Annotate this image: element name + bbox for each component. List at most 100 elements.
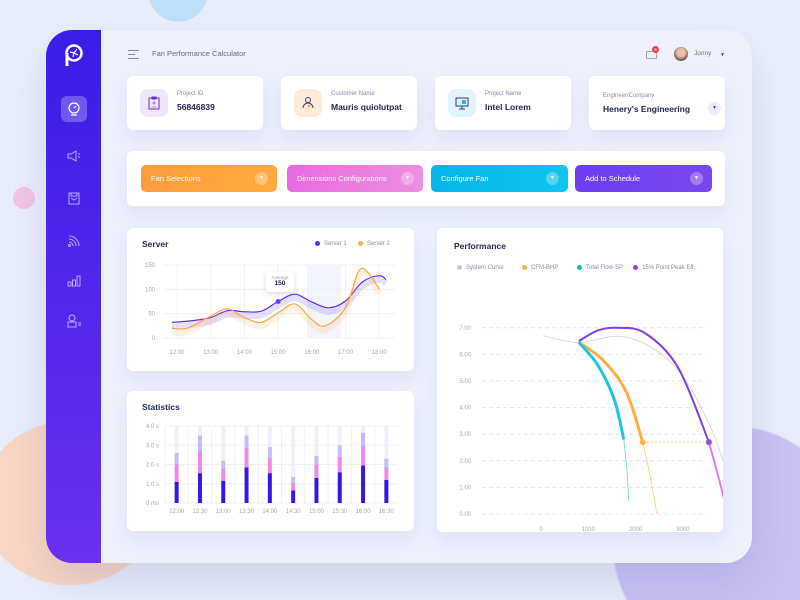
project-name-label: Project Name xyxy=(485,91,522,97)
series-tail xyxy=(623,439,629,501)
user-menu-chevron-icon[interactable]: ▼ xyxy=(720,52,725,58)
y-tick-label: 50 xyxy=(148,312,155,318)
operating-point-cfm xyxy=(639,439,646,446)
x-tick-label: 16:00 xyxy=(304,350,320,356)
dashboard-gauge-icon[interactable] xyxy=(61,96,87,122)
server-chart-title: Server xyxy=(142,239,169,249)
decor-circle-blue xyxy=(148,0,208,22)
bar-segment xyxy=(314,477,319,503)
y-tick-label: 2.0 s xyxy=(146,463,159,469)
fan-selections-button[interactable]: Fan Selections ▼ xyxy=(141,165,277,192)
bar-segment xyxy=(244,467,249,503)
legend-total-flow-sp: Total Flow-SP xyxy=(577,265,623,271)
x-tick-label: 14:30 xyxy=(286,509,302,515)
series-line xyxy=(577,341,626,440)
notification-badge: 6 xyxy=(652,46,659,53)
series-shadow xyxy=(171,269,382,337)
statistics-chart-card: Statistics 4.0 s 3.0 s 2.0 s 1.0 s 0 ms 12:00… xyxy=(127,391,414,531)
y-tick-label: 6.00 xyxy=(459,352,471,358)
x-tick-label: 16:00 xyxy=(356,509,372,515)
bar-segment xyxy=(244,448,249,468)
x-tick-label: 18:00 xyxy=(372,350,388,356)
x-tick-label: 12:00 xyxy=(169,509,185,515)
hamburger-menu-icon[interactable] xyxy=(128,50,139,62)
engineer-company-label: Engineer/Company xyxy=(603,93,655,99)
server-chart-card: Server Server 1 Server 2 150 100 50 0 12:00 1… xyxy=(127,228,414,371)
x-tick-label: 16:30 xyxy=(379,509,395,515)
decor-circle-pink xyxy=(13,187,35,209)
tooltip-average: Average 150 xyxy=(266,272,294,292)
x-tick-label: 14:00 xyxy=(237,350,253,356)
y-tick-label: 0 xyxy=(152,336,156,342)
action-bar: Fan Selections ▼ Dimensions Configuration… xyxy=(127,151,725,206)
add-to-schedule-button[interactable]: Add to Schedule ▼ xyxy=(575,165,712,192)
bar-segment xyxy=(291,477,296,483)
megaphone-icon[interactable] xyxy=(61,143,87,169)
y-tick-label: 4.00 xyxy=(459,406,471,412)
bar-segment xyxy=(291,490,296,503)
dimensions-configurations-button[interactable]: Dimensions Configurations ▼ xyxy=(287,165,423,192)
y-tick-label: 0 ms xyxy=(146,501,159,507)
legend-server-2: Server 2 xyxy=(358,241,390,247)
bar-segment xyxy=(174,452,179,465)
save-icon[interactable] xyxy=(61,185,87,211)
engineer-company-select[interactable]: Engineer/Company Henery's Engineering ▼ xyxy=(589,76,725,130)
monitor-icon xyxy=(448,89,476,117)
bar-segment xyxy=(337,445,342,457)
user-icon xyxy=(294,89,322,117)
chevron-down-icon: ▼ xyxy=(690,172,703,185)
x-tick-label: 15:30 xyxy=(332,509,348,515)
bar-chart-icon[interactable] xyxy=(61,268,87,294)
configure-fan-button[interactable]: Configure Fan ▼ xyxy=(431,165,568,192)
legend-peak-eff: 15% Point Peak Eff. xyxy=(633,265,695,271)
x-tick-label: 15:00 xyxy=(309,509,325,515)
y-tick-label: 150 xyxy=(145,263,156,269)
fan-selections-label: Fan Selections xyxy=(151,174,201,183)
system-curve-line xyxy=(543,335,723,462)
avatar[interactable] xyxy=(674,47,688,61)
bar-segment xyxy=(291,482,296,491)
x-tick-label: 0 xyxy=(539,527,543,532)
app-title: Fan Performance Calculator xyxy=(152,49,246,58)
bar-segment xyxy=(174,481,179,503)
chevron-down-icon: ▼ xyxy=(401,172,414,185)
bar-segment xyxy=(221,460,226,469)
bar-segment xyxy=(314,464,319,478)
user-lock-icon[interactable] xyxy=(61,308,87,334)
x-tick-label: 15:00 xyxy=(271,350,287,356)
y-tick-label: 7.00 xyxy=(459,326,471,332)
server-line-chart: 150 100 50 0 12:00 13:00 14:00 15:00 16:00 17:00 1… xyxy=(145,263,395,356)
tooltip-label: Average xyxy=(271,275,289,280)
y-tick-label: 0.00 xyxy=(459,512,471,518)
operating-point-peak xyxy=(705,439,712,446)
bar-segment xyxy=(197,473,202,503)
y-tick-label: 2.00 xyxy=(459,459,471,465)
engineer-company-value: Henery's Engineering xyxy=(603,104,691,114)
y-tick-label: 5.00 xyxy=(459,379,471,385)
bar-segment xyxy=(361,432,366,446)
x-tick-label: 17:00 xyxy=(338,350,354,356)
x-tick-label: 13:30 xyxy=(239,509,255,515)
signal-icon[interactable] xyxy=(61,227,87,253)
series-shadow xyxy=(171,276,388,330)
series-line xyxy=(578,326,710,443)
user-name[interactable]: Jonny xyxy=(694,50,712,57)
series-line-2 xyxy=(171,267,380,330)
bar-segment xyxy=(337,456,342,473)
project-id-card: Project ID 56846839 xyxy=(127,76,263,130)
bar-segment xyxy=(174,464,179,482)
chevron-down-icon[interactable]: ▼ xyxy=(708,102,721,115)
series-tail xyxy=(707,441,723,499)
bar-segment xyxy=(267,473,272,503)
logo-fan-icon[interactable] xyxy=(61,43,87,69)
bar-segment xyxy=(384,467,389,480)
series-line-1 xyxy=(171,275,387,324)
bar-segment xyxy=(244,435,249,449)
bar-segment xyxy=(384,458,389,468)
bar-segment xyxy=(337,472,342,503)
notification-button[interactable]: 6 xyxy=(646,46,659,59)
y-tick-label: 100 xyxy=(145,287,156,293)
configure-fan-label: Configure Fan xyxy=(441,174,489,183)
legend-server-1: Server 1 xyxy=(315,241,347,247)
bar-segment xyxy=(384,479,389,503)
